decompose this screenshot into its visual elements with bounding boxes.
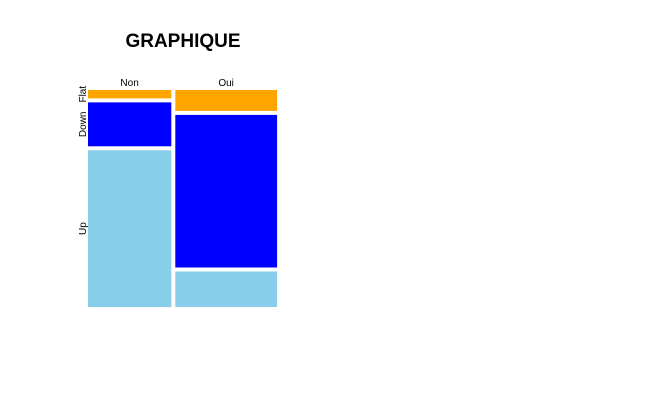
tile-oui-down: [175, 114, 278, 268]
row-labels: Flat Down Up: [78, 86, 89, 235]
tile-non-up: [88, 150, 172, 308]
mosaic-tiles: [88, 90, 278, 308]
row-label-flat: Flat: [78, 86, 89, 103]
chart-title: GRAPHIQUE: [125, 31, 240, 52]
row-label-down: Down: [78, 112, 89, 138]
column-label-non: Non: [120, 78, 138, 89]
tile-non-flat: [88, 90, 172, 99]
column-labels: Non Oui: [120, 78, 233, 89]
column-label-oui: Oui: [218, 78, 234, 89]
tile-oui-flat: [175, 90, 278, 111]
row-label-up: Up: [78, 222, 89, 235]
tile-oui-up: [175, 271, 278, 307]
tile-non-down: [88, 102, 172, 147]
